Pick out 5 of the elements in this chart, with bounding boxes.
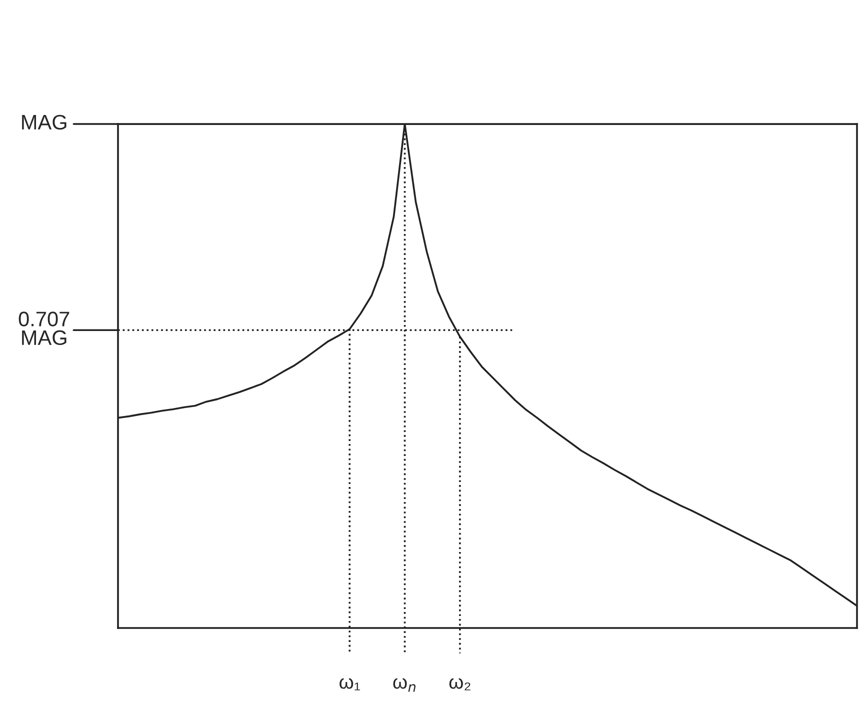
ref-line-label: 0.707 MAG [18,312,70,346]
x-tick-label: ω₁ [340,678,360,690]
x-tick-label: ω$_{n}$ [393,678,416,692]
ref-line-label: MAG [22,114,66,130]
x-tick-label: ω₂ [449,678,470,690]
